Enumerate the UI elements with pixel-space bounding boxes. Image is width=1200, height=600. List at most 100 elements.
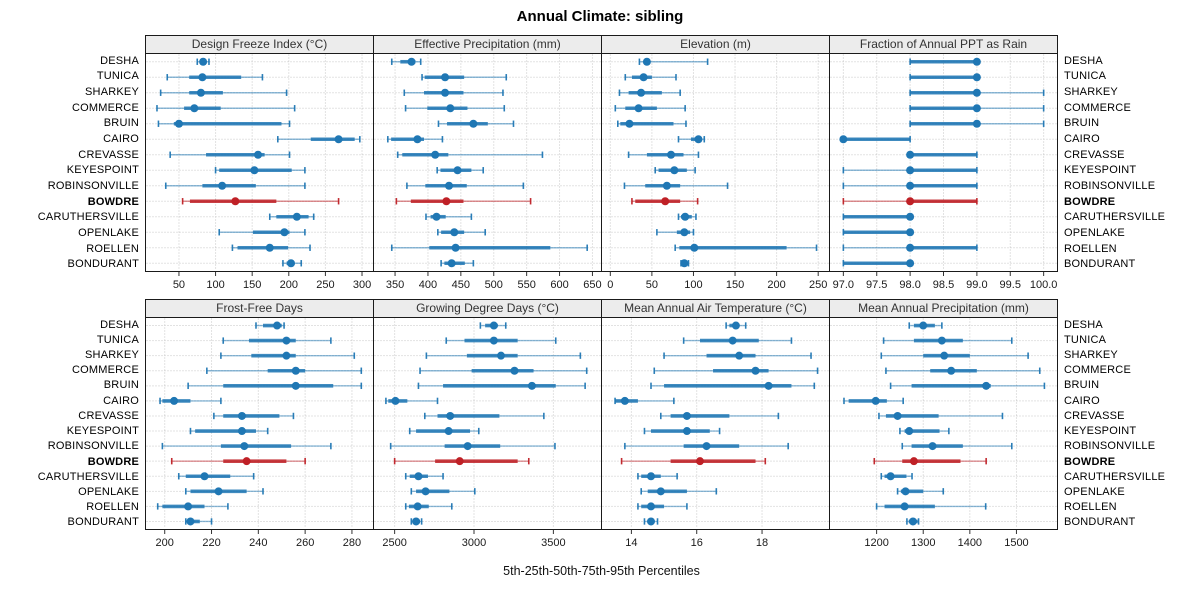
x-tick-label: 50: [173, 279, 185, 291]
x-tick-label: 97.0: [833, 279, 854, 291]
location-label-roellen: ROELLEN: [1064, 501, 1117, 514]
interval-growing-degree-days-sharkey: [425, 351, 582, 360]
interval-effective-precipitation-crevasse: [396, 150, 544, 159]
location-label-sharkey: SHARKEY: [85, 86, 139, 99]
x-tick-label: 240: [249, 537, 267, 549]
location-label-robinsonville: ROBINSONVILLE: [47, 179, 139, 192]
interval-mean-annual-air-temperature-openlake: [640, 487, 718, 496]
interval-effective-precipitation-openlake: [437, 228, 486, 237]
location-label-tunica: TUNICA: [1064, 333, 1107, 346]
interval-mean-annual-precipitation-keyespoint: [899, 427, 950, 436]
interval-effective-precipitation-commerce: [404, 104, 506, 113]
interval-elevation-caruthersville: [677, 212, 697, 221]
plot-growing-degree-days: 2500 3000 3500: [373, 317, 602, 549]
x-tick-label: 200: [156, 537, 174, 549]
x-tick-label: 600: [550, 279, 568, 291]
interval-frost-free-days-crevasse: [213, 411, 295, 420]
interval-mean-annual-air-temperature-crevasse: [659, 411, 780, 420]
interval-fraction-annual-ppt-rain-desha: [909, 57, 981, 66]
location-label-bowdre: BOWDRE: [1064, 455, 1116, 468]
x-tick-label: 650: [583, 279, 601, 291]
x-tick-label: 97.5: [866, 279, 887, 291]
x-tick-label: 18: [756, 537, 768, 549]
interval-mean-annual-air-temperature-sharkey: [663, 351, 812, 360]
x-tick-label: 98.0: [899, 279, 920, 291]
row-labels-right: DESHA TUNICA SHARKEY COMMERCE BRUIN CAIRO CREV…: [1058, 35, 1200, 299]
strip-title-fraction-annual-ppt-rain: Fraction of Annual PPT as Rain: [829, 35, 1058, 54]
x-tick-label: 100: [684, 279, 702, 291]
interval-design-freeze-index-openlake: [218, 228, 306, 237]
interval-design-freeze-index-desha: [196, 57, 210, 66]
interval-elevation-sharkey: [618, 88, 681, 97]
panel-elevation: Elevation (m) 0 50 100 150 200 250: [601, 35, 830, 299]
x-tick-label: 14: [625, 537, 637, 549]
interval-growing-degree-days-bowdre: [393, 457, 530, 466]
interval-mean-annual-precipitation-desha: [908, 321, 943, 330]
interval-effective-precipitation-bowdre: [395, 197, 532, 206]
interval-mean-annual-air-temperature-keyespoint: [643, 427, 721, 436]
x-tick-label: 50: [646, 279, 658, 291]
x-tick-label: 500: [485, 279, 503, 291]
interval-growing-degree-days-tunica: [445, 336, 557, 345]
x-tick-label: 99.0: [966, 279, 987, 291]
figure-title: Annual Climate: sibling: [516, 8, 684, 25]
panel-row-1: DESHA TUNICA SHARKEY COMMERCE BRUIN CAIRO CREV…: [0, 35, 1200, 299]
interval-fraction-annual-ppt-rain-commerce: [909, 104, 1045, 113]
location-label-caruthersville: CARUTHERSVILLE: [1064, 211, 1166, 224]
interval-mean-annual-air-temperature-cairo: [614, 396, 675, 405]
interval-mean-annual-precipitation-bondurant: [906, 517, 920, 526]
interval-mean-annual-precipitation-tunica: [882, 336, 1013, 345]
interval-frost-free-days-roellen: [156, 502, 229, 511]
interval-mean-annual-air-temperature-caruthersville: [637, 472, 678, 481]
strip-title-growing-degree-days: Growing Degree Days (°C): [373, 299, 602, 318]
x-tick-label: 2500: [382, 537, 406, 549]
interval-fraction-annual-ppt-rain-openlake: [842, 228, 915, 237]
panel-frost-free-days: Frost-Free Days 200 220 240 260 280: [145, 299, 374, 557]
location-label-keyespoint: KEYESPOINT: [1064, 425, 1137, 438]
interval-frost-free-days-bowdre: [170, 457, 306, 466]
x-tick-label: 220: [202, 537, 220, 549]
x-tick-label: 1500: [1004, 537, 1028, 549]
location-label-tunica: TUNICA: [96, 70, 139, 83]
interval-fraction-annual-ppt-rain-roellen: [842, 243, 978, 252]
interval-elevation-desha: [638, 57, 709, 66]
interval-mean-annual-precipitation-cairo: [843, 396, 904, 405]
interval-fraction-annual-ppt-rain-caruthersville: [842, 212, 915, 221]
interval-design-freeze-index-cairo: [277, 135, 361, 144]
location-label-roellen: ROELLEN: [1064, 242, 1117, 255]
interval-growing-degree-days-caruthersville: [404, 472, 444, 481]
interval-frost-free-days-sharkey: [220, 351, 356, 360]
interval-frost-free-days-desha: [255, 321, 285, 330]
strip-title-design-freeze-index: Design Freeze Index (°C): [145, 35, 374, 54]
location-label-bruin: BRUIN: [1064, 117, 1100, 130]
interval-design-freeze-index-sharkey: [159, 88, 288, 97]
location-label-caruthersville: CARUTHERSVILLE: [1064, 470, 1166, 483]
interval-mean-annual-precipitation-openlake: [896, 487, 945, 496]
x-tick-label: 150: [726, 279, 744, 291]
plot-fraction-annual-ppt-rain: 97.0 97.5 98.0 98.5 99.0 99.5 100.0: [829, 53, 1058, 291]
strip-title-elevation: Elevation (m): [601, 35, 830, 54]
x-tick-label: 250: [809, 279, 827, 291]
interval-effective-precipitation-bruin: [437, 119, 515, 128]
row-labels-left: DESHA TUNICA SHARKEY COMMERCE BRUIN CAIRO CREV…: [0, 299, 145, 557]
interval-design-freeze-index-caruthersville: [268, 212, 315, 221]
interval-mean-annual-air-temperature-tunica: [682, 336, 793, 345]
location-label-desha: DESHA: [100, 318, 139, 331]
x-tick-label: 150: [243, 279, 261, 291]
x-tick-label: 1300: [911, 537, 935, 549]
interval-growing-degree-days-bruin: [417, 381, 586, 390]
interval-design-freeze-index-keyespoint: [214, 166, 306, 175]
x-tick-label: 350: [386, 279, 404, 291]
interval-fraction-annual-ppt-rain-crevasse: [906, 150, 978, 159]
interval-fraction-annual-ppt-rain-sharkey: [909, 88, 1045, 97]
interval-fraction-annual-ppt-rain-cairo: [839, 135, 911, 144]
location-label-bruin: BRUIN: [1064, 379, 1100, 392]
interval-effective-precipitation-keyespoint: [436, 166, 485, 175]
location-label-sharkey: SHARKEY: [1064, 86, 1118, 99]
location-label-bondurant: BONDURANT: [1064, 516, 1136, 529]
interval-fraction-annual-ppt-rain-bowdre: [842, 197, 978, 206]
x-tick-label: 300: [353, 279, 371, 291]
interval-design-freeze-index-roellen: [231, 243, 311, 252]
figure: Annual Climate: sibling DESHA TUNICA SHARK…: [0, 8, 1200, 578]
x-tick-label: 280: [343, 537, 361, 549]
